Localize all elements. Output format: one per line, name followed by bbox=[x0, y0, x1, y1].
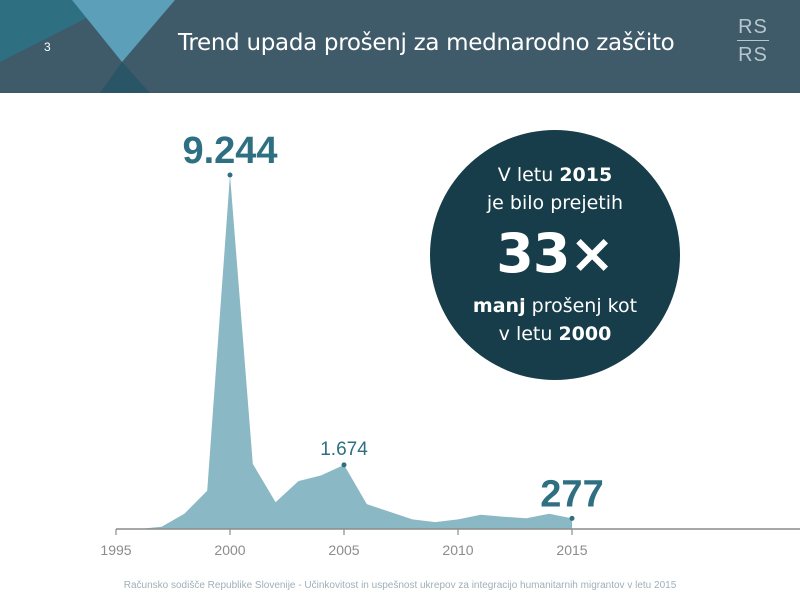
page-title: Trend upada prošenj za mednarodno zaščit… bbox=[178, 30, 675, 56]
callout-line-1: V letu 2015 bbox=[497, 164, 613, 186]
callout-line-3: manj prošenj kot bbox=[472, 295, 638, 317]
data-label-2015: 277 bbox=[540, 473, 603, 515]
header-triangle-bottom bbox=[100, 62, 150, 93]
area-chart: 1995 2000 2005 2010 2015 9.244 1.674 277 bbox=[100, 130, 800, 558]
x-tick-label-2010: 2010 bbox=[442, 542, 473, 558]
logo-divider bbox=[737, 40, 769, 41]
x-tick-label-2015: 2015 bbox=[556, 542, 587, 558]
data-label-2000: 9.244 bbox=[182, 130, 277, 172]
data-point-2005 bbox=[341, 462, 347, 468]
callout-line-2: je bilo prejetih bbox=[486, 192, 624, 214]
logo-bottom-text: RS bbox=[738, 44, 768, 66]
callout-line-4: v letu 2000 bbox=[498, 323, 612, 345]
data-point-2015 bbox=[569, 515, 575, 521]
area-series bbox=[116, 175, 572, 529]
slide-number: 3 bbox=[44, 40, 51, 54]
callout-circle: V letu 2015 je bilo prejetih 33× manj pr… bbox=[430, 130, 680, 380]
callout-multiplier: 33× bbox=[496, 222, 614, 285]
x-tick-label-1995: 1995 bbox=[100, 542, 131, 558]
data-label-2005: 1.674 bbox=[320, 439, 368, 460]
x-tick-label-2005: 2005 bbox=[328, 542, 359, 558]
footer-text: Računsko sodišče Republike Slovenije - U… bbox=[123, 580, 677, 591]
header-triangle-top bbox=[72, 0, 175, 62]
logo-top-text: RS bbox=[738, 16, 768, 38]
rs-logo: RS RS bbox=[733, 16, 773, 66]
header-bar: 3 Trend upada prošenj za mednarodno zašč… bbox=[0, 0, 800, 93]
x-tick-label-2000: 2000 bbox=[214, 542, 245, 558]
header-decoration bbox=[0, 0, 175, 93]
data-point-2000 bbox=[227, 172, 233, 178]
